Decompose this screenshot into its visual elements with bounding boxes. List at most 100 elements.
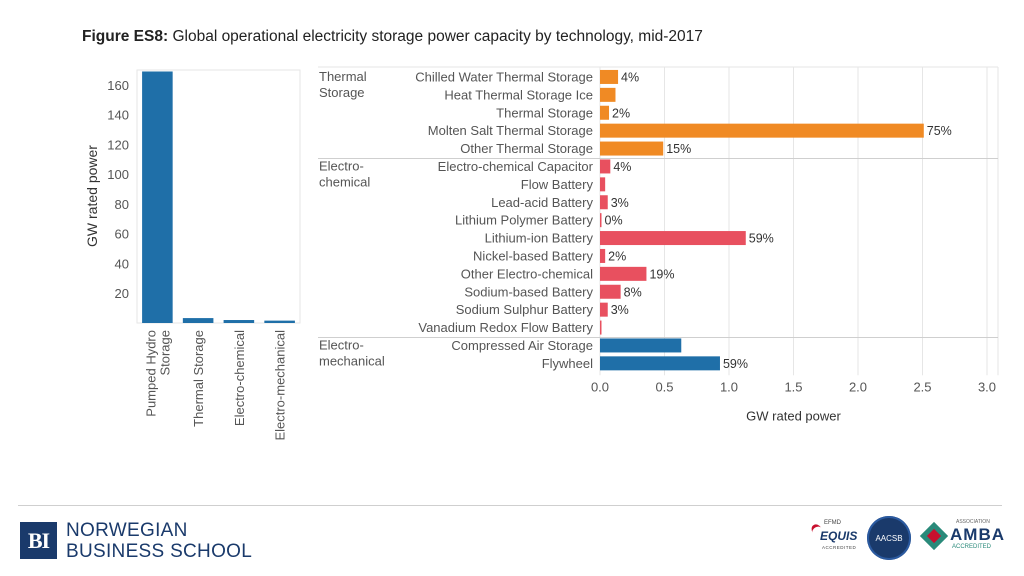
right-category-label: Sodium Sulphur Battery <box>456 302 594 317</box>
amba-diamond-icon <box>919 521 949 551</box>
left-x-tick-label: Electro-chemical <box>232 330 247 426</box>
left-y-tick-label: 80 <box>115 197 129 212</box>
right-category-label: Heat Thermal Storage Ice <box>444 87 593 102</box>
left-x-tick-label: Storage <box>157 330 172 376</box>
equis-badge: EFMD EQUIS ACCREDITED <box>808 516 858 554</box>
right-bar <box>600 231 746 246</box>
chart-canvas: 20 40 60 80 100 120 140 160 GW rated power Pumped… <box>84 66 999 441</box>
group-label: Electro- <box>319 338 364 353</box>
right-x-tick-label: 0.5 <box>655 379 673 394</box>
right-x-tick-label: 1.5 <box>784 379 802 394</box>
right-bar-pct-label: 4% <box>621 70 639 84</box>
right-x-tick-label: 0.0 <box>591 379 609 394</box>
left-y-tick-label: 100 <box>107 167 129 182</box>
figure-number: Figure ES8: <box>82 28 169 45</box>
right-bar-pct-label: 3% <box>611 303 629 317</box>
amba-bottom-text: ACCREDITED <box>952 544 992 550</box>
left-y-tick-label: 60 <box>115 227 129 242</box>
right-category-label: Flywheel <box>542 356 593 371</box>
equis-main-text: EQUIS <box>820 529 858 543</box>
right-bar-pct-label: 8% <box>624 285 642 299</box>
chart-title: Figure ES8: Global operational electrici… <box>82 28 703 46</box>
right-bar <box>600 266 647 281</box>
group-label: Thermal <box>319 69 367 84</box>
right-category-label: Vanadium Redox Flow Battery <box>418 320 593 335</box>
left-y-tick-label: 160 <box>107 78 129 93</box>
right-bar-pct-label: 4% <box>613 160 631 174</box>
right-bar <box>600 69 619 84</box>
right-bar <box>600 213 602 228</box>
right-category-label: Molten Salt Thermal Storage <box>428 123 593 138</box>
left-bar <box>264 320 295 323</box>
group-label: Storage <box>319 85 365 100</box>
right-category-label: Chilled Water Thermal Storage <box>415 69 593 84</box>
right-category-label: Electro-chemical Capacitor <box>438 159 594 174</box>
equis-bottom-text: ACCREDITED <box>822 545 857 550</box>
right-bar-pct-label: 19% <box>649 267 674 281</box>
right-bar <box>600 159 611 174</box>
right-bar <box>600 320 602 335</box>
group-label: Electro- <box>319 159 364 174</box>
school-name-line2: BUSINESS SCHOOL <box>66 541 253 562</box>
group-label: chemical <box>319 175 370 190</box>
right-bar-pct-label: 15% <box>666 142 691 156</box>
school-name-line1: NORWEGIAN <box>66 520 188 541</box>
right-bar-pct-label: 2% <box>608 249 626 263</box>
left-plot-frame <box>136 69 301 324</box>
right-bar <box>600 195 608 210</box>
right-bar <box>600 87 616 102</box>
left-x-tick-label: Thermal Storage <box>191 330 206 427</box>
right-bar-pct-label: 75% <box>927 124 952 138</box>
right-category-label: Lithium-ion Battery <box>485 231 594 246</box>
right-category-label: Lead-acid Battery <box>491 195 593 210</box>
right-category-label: Lithium Polymer Battery <box>455 213 593 228</box>
right-category-label: Other Thermal Storage <box>460 141 593 156</box>
right-category-label: Sodium-based Battery <box>464 284 593 299</box>
right-category-label: Other Electro-chemical <box>461 266 593 281</box>
left-y-tick-label: 120 <box>107 137 129 152</box>
right-category-label: Nickel-based Battery <box>473 248 593 263</box>
right-bar <box>600 105 610 120</box>
right-x-tick-label: 2.0 <box>849 379 867 394</box>
right-bar-pct-label: 3% <box>611 196 629 210</box>
right-x-tick-label: 2.5 <box>913 379 931 394</box>
amba-top-text: ASSOCIATION <box>956 519 990 525</box>
right-bar <box>600 356 720 371</box>
right-bar-pct-label: 2% <box>612 106 630 120</box>
right-bar <box>600 123 924 138</box>
group-label: mechanical <box>319 354 385 369</box>
left-bar <box>142 71 173 323</box>
right-x-tick-label: 3.0 <box>978 379 996 394</box>
left-y-tick-label: 40 <box>115 256 129 271</box>
amba-badge: ASSOCIATION AMBA ACCREDITED <box>919 516 1005 556</box>
right-category-label: Compressed Air Storage <box>451 338 593 353</box>
right-bar <box>600 248 606 263</box>
left-bar <box>182 318 214 323</box>
footer-divider <box>18 505 1002 506</box>
right-category-label: Flow Battery <box>521 177 594 192</box>
right-x-axis-label: GW rated power <box>746 408 841 423</box>
equis-top-text: EFMD <box>824 520 841 526</box>
right-bar <box>600 302 608 317</box>
left-y-tick-label: 140 <box>107 108 129 123</box>
right-bar-pct-label: 59% <box>723 357 748 371</box>
bi-logo: BI <box>20 522 57 559</box>
left-bar <box>223 320 255 323</box>
figure-caption: Global operational electricity storage p… <box>172 28 703 45</box>
left-x-tick-label: Pumped Hydro <box>143 330 158 417</box>
aacsb-badge: AACSB <box>867 516 911 560</box>
aacsb-text: AACSB <box>875 533 903 543</box>
right-category-label: Thermal Storage <box>496 105 593 120</box>
right-bar <box>600 338 682 353</box>
left-y-tick-label: 20 <box>115 286 129 301</box>
right-bar <box>600 141 664 156</box>
left-y-axis-label: GW rated power <box>84 145 100 247</box>
left-x-tick-label: Electro-mechanical <box>273 330 288 441</box>
right-bar <box>600 177 606 192</box>
amba-main-text: AMBA <box>950 525 1005 544</box>
right-bar-pct-label: 0% <box>605 214 623 228</box>
right-bar-pct-label: 59% <box>749 232 774 246</box>
right-bar <box>600 284 621 299</box>
right-x-tick-label: 1.0 <box>720 379 738 394</box>
school-name: NORWEGIAN BUSINESS SCHOOL <box>66 520 252 562</box>
